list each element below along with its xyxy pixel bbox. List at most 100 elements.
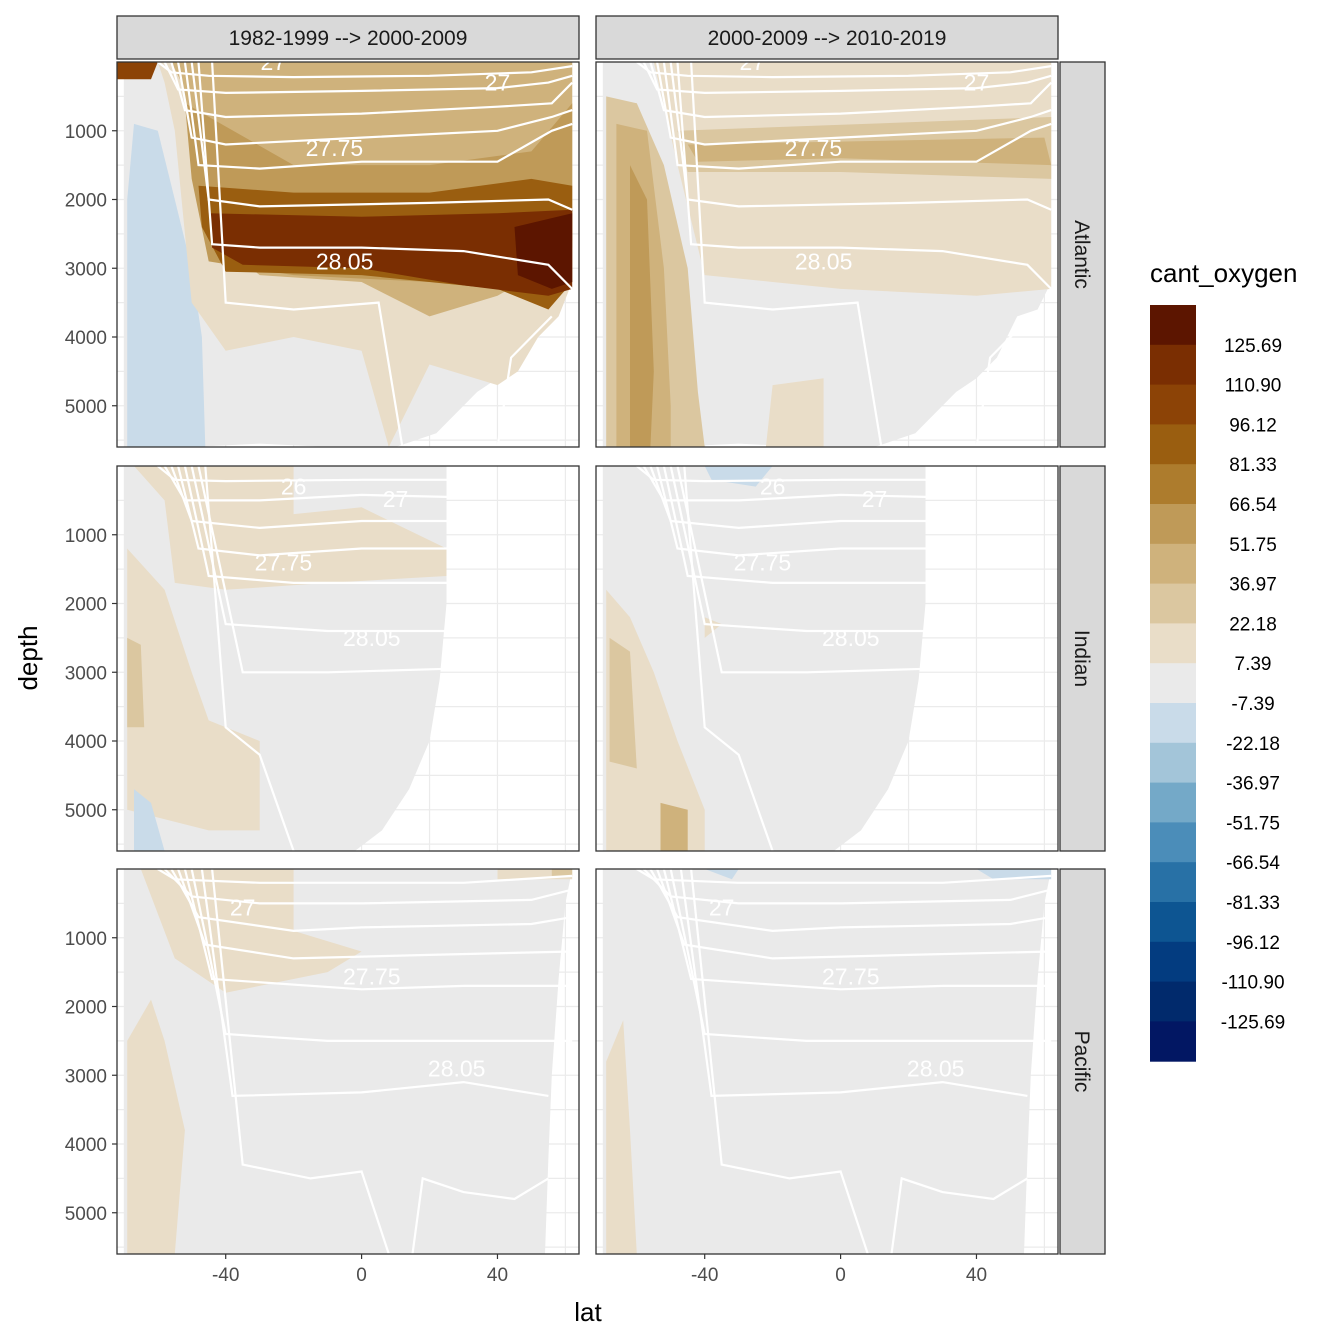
contour-label: 27 [964,70,990,96]
legend-swatch [1150,384,1196,425]
legend-label: 22.18 [1229,614,1277,635]
legend-swatch [1150,623,1196,664]
legend-label: -81.33 [1226,893,1280,914]
panel-indian-1: 26 27 27.75 28.05 [116,465,580,852]
contour-label: 26 [760,474,786,500]
isopycnal-line [669,62,1052,211]
isopycnal-line [636,869,1052,884]
row-strip [1059,465,1106,852]
y-tick-label: 1000 [65,526,107,547]
isopycnal-line [676,466,926,674]
isopycnal-line [183,466,447,585]
ocean-footprint [602,869,1052,1254]
panel-border [116,868,580,1255]
column-strip-label: 1982-1999 --> 2000-2009 [229,27,468,50]
y-tick-label: 5000 [65,801,107,822]
row-strip-label: Atlantic [1070,220,1093,289]
isopycnal-line [163,466,447,502]
isopycnal-line [157,62,573,79]
x-tick-label: 40 [487,1265,508,1286]
legend-swatch [1150,742,1196,784]
y-tick-label: 3000 [65,1066,107,1087]
anomaly-band--22.18 [704,869,739,880]
panel-pacific-1: 27 27.75 28.05 [116,868,580,1255]
anomaly-band-22.18 [127,637,145,728]
contour-label: 27 [383,486,409,512]
isopycnal-line [662,466,926,585]
isopycnal-lines [636,466,926,851]
contour-label: 27 [709,895,735,921]
anomaly-band-7.39 [653,62,1052,296]
column-strip [595,15,1059,60]
isopycnal-line [157,869,573,884]
isopycnal-line [200,869,549,1098]
panel-fills: 27 27 27.75 28.05 [117,62,573,447]
facet-strips: Atlantic Indian Pacific 1982-1999 --> 2000-… [116,15,1106,1255]
panel-indian-2: 26 27 27.75 28.05 [595,465,1059,852]
isopycnal-line [170,62,573,119]
contour-label: 27.75 [822,963,880,989]
panel-border [595,465,1059,852]
legend-label: 51.75 [1229,535,1277,556]
contour-label: 27 [739,49,765,75]
anomaly-band-7.39 [765,378,824,447]
legend-swatch [1150,464,1196,505]
isopycnal-lines [636,62,1052,447]
isopycnal-line [190,869,573,1043]
panel-border [595,868,1059,1255]
anomaly-fills [606,62,1052,447]
legend-label: -125.69 [1221,1012,1285,1033]
panel-border [595,61,1059,448]
legend-swatch [1150,1021,1196,1062]
isopycnal-lines [636,869,1052,1254]
panels-layer: 27 27 27.75 28.05 27 27 27.75 28.05 26 27 27.75 28.… [116,49,1059,1255]
legend-swatch [1150,822,1196,863]
y-tick-label: 2000 [65,595,107,616]
anomaly-band-125.69 [514,213,573,289]
legend: cant_oxygen 125.69 110.90 96.12 81.33 66.54 5… [1150,258,1297,1062]
y-tick-label: 4000 [65,328,107,349]
row-strip [1059,868,1106,1255]
isopycnal-line [656,62,1052,146]
y-tick-label: 4000 [65,1135,107,1156]
isopycnal-line [690,62,883,447]
isopycnal-line [683,466,774,851]
contour-label: 28.05 [822,625,880,651]
isopycnal-line [649,62,1052,119]
contour-label: 27.75 [255,549,313,575]
legend-swatch [1150,543,1196,585]
isopycnal-line [690,869,869,1254]
anomaly-band-7.39 [140,869,362,993]
legend-label: -7.39 [1231,694,1274,715]
y-tick-label: 3000 [65,663,107,684]
isopycnal-line [636,62,1052,79]
contour-label: 28.05 [907,1055,965,1081]
isopycnal-lines [157,62,573,447]
x-tick-label: -40 [691,1265,718,1286]
row-strip-label: Indian [1070,630,1093,687]
anomaly-fills [127,869,573,1254]
legend-label: -36.97 [1226,774,1280,795]
y-tick-label: 3000 [65,259,107,280]
panel-atlantic-2: 27 27 27.75 28.05 [595,49,1059,448]
isopycnal-line [170,466,447,530]
legend-label: 110.90 [1225,376,1282,397]
isopycnal-line [211,62,404,447]
isopycnal-line [177,62,573,146]
isopycnal-line [211,869,390,1254]
y-tick-label: 1000 [65,122,107,143]
contour-label: 27.75 [306,135,364,161]
column-strip-label: 2000-2009 --> 2010-2019 [708,27,947,50]
anomaly-fills [606,466,773,851]
contour-label: 27.75 [343,963,401,989]
row-strip-label: Pacific [1070,1031,1093,1093]
isopycnal-line [411,1176,549,1254]
legend-label: -51.75 [1226,813,1280,834]
x-tick-label: 0 [356,1265,367,1286]
anomaly-band-110.90 [208,209,573,296]
panel-border [116,61,580,448]
isopycnal-line [679,869,1028,1098]
contour-label: 27 [485,70,511,96]
legend-label: 7.39 [1235,654,1272,675]
panel-fills: 26 27 27.75 28.05 [123,466,447,851]
